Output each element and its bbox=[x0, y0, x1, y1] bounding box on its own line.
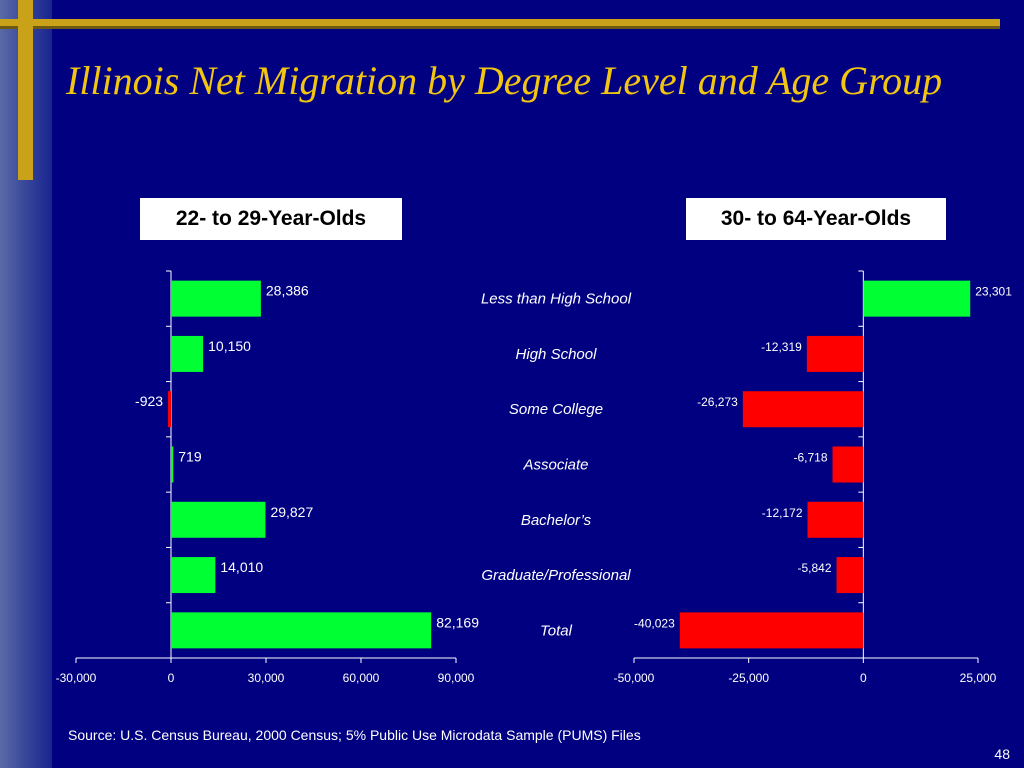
right-x-tick-label: 25,000 bbox=[960, 671, 997, 685]
right-value-label: -26,273 bbox=[697, 395, 738, 409]
category-label: Total bbox=[540, 622, 573, 639]
category-label: Associate bbox=[522, 457, 588, 474]
left-value-label: -923 bbox=[135, 393, 163, 409]
right-value-label: 23,301 bbox=[975, 285, 1012, 299]
right-bar bbox=[836, 557, 864, 594]
right-bar bbox=[679, 612, 864, 649]
left-value-label: 719 bbox=[178, 449, 202, 465]
left-x-tick-label: 0 bbox=[168, 671, 175, 685]
slide-title: Illinois Net Migration by Degree Level a… bbox=[66, 58, 943, 103]
right-value-label: -12,172 bbox=[762, 506, 803, 520]
right-bar bbox=[863, 280, 971, 317]
right-x-tick-label: -50,000 bbox=[614, 671, 655, 685]
right-bar bbox=[807, 501, 864, 538]
left-x-tick-label: 90,000 bbox=[438, 671, 475, 685]
page-number: 48 bbox=[994, 746, 1010, 762]
left-panel-title: 22- to 29-Year-Olds bbox=[140, 198, 402, 240]
right-value-label: -12,319 bbox=[761, 340, 802, 354]
left-bar bbox=[171, 557, 216, 594]
right-value-label: -5,842 bbox=[798, 561, 832, 575]
category-label: High School bbox=[516, 346, 598, 363]
left-value-label: 29,827 bbox=[270, 504, 313, 520]
left-bar bbox=[171, 335, 204, 372]
right-x-tick-label: -25,000 bbox=[728, 671, 769, 685]
category-label: Some College bbox=[509, 401, 603, 418]
left-bar bbox=[171, 446, 174, 483]
left-value-label: 82,169 bbox=[436, 614, 479, 630]
left-bar bbox=[171, 612, 432, 649]
right-value-label: -6,718 bbox=[793, 451, 827, 465]
right-bar bbox=[832, 446, 864, 483]
gold-accent-bar bbox=[18, 0, 33, 180]
top-gold-rule bbox=[0, 19, 1000, 29]
right-panel-title: 30- to 64-Year-Olds bbox=[686, 198, 946, 240]
category-label: Graduate/Professional bbox=[481, 567, 631, 584]
category-label: Less than High School bbox=[481, 291, 632, 308]
left-value-label: 14,010 bbox=[220, 559, 263, 575]
left-bar bbox=[171, 501, 266, 538]
right-value-label: -40,023 bbox=[634, 616, 675, 630]
left-value-label: 28,386 bbox=[266, 283, 309, 299]
right-bar bbox=[742, 391, 864, 428]
left-x-tick-label: 60,000 bbox=[343, 671, 380, 685]
right-bar bbox=[806, 335, 864, 372]
left-value-label: 10,150 bbox=[208, 338, 251, 354]
source-note: Source: U.S. Census Bureau, 2000 Census;… bbox=[68, 727, 641, 743]
left-x-tick-label: 30,000 bbox=[248, 671, 285, 685]
category-label: Bachelor’s bbox=[521, 512, 592, 529]
left-bar bbox=[168, 391, 171, 428]
right-x-tick-label: 0 bbox=[860, 671, 867, 685]
left-bar bbox=[171, 280, 261, 317]
left-x-tick-label: -30,000 bbox=[56, 671, 97, 685]
